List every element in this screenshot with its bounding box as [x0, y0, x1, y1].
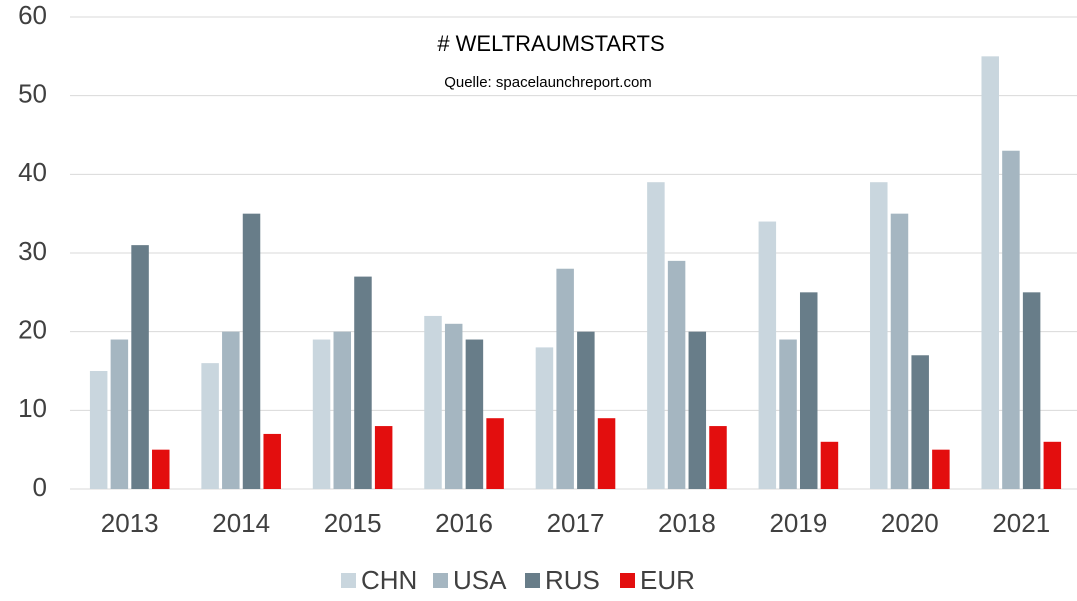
y-tick-label: 60 — [18, 0, 47, 30]
chart-subtitle: Quelle: spacelaunchreport.com — [444, 74, 652, 91]
bar — [577, 331, 595, 489]
y-tick-label: 10 — [18, 393, 47, 423]
legend-swatch — [620, 573, 635, 588]
legend-label: CHN — [361, 565, 417, 595]
legend-swatch — [433, 573, 448, 588]
bar — [799, 292, 818, 489]
legend-swatch — [341, 573, 356, 588]
bar — [932, 449, 950, 489]
bar — [688, 331, 707, 489]
x-tick-label: 2014 — [212, 508, 270, 538]
bar — [667, 260, 686, 489]
x-tick-label: 2019 — [769, 508, 827, 538]
legend-swatch — [525, 573, 540, 588]
y-tick-label: 20 — [18, 315, 47, 345]
x-tick-label: 2013 — [101, 508, 159, 538]
legend-label: RUS — [545, 565, 600, 595]
bar — [131, 245, 149, 489]
bar — [242, 213, 261, 489]
x-tick-label: 2020 — [881, 508, 939, 538]
bar — [647, 182, 665, 489]
y-tick-label: 0 — [33, 472, 47, 502]
bar — [870, 182, 888, 489]
bar — [1022, 292, 1041, 489]
y-tick-label: 40 — [18, 157, 47, 187]
bar — [1043, 441, 1062, 489]
bar — [444, 323, 463, 489]
y-tick-label: 30 — [18, 236, 47, 266]
bar — [201, 363, 219, 489]
x-tick-label: 2021 — [992, 508, 1050, 538]
bar — [263, 433, 281, 489]
x-tick-label: 2016 — [435, 508, 493, 538]
bar — [758, 221, 777, 490]
bar — [312, 339, 331, 489]
bar — [424, 315, 442, 489]
bar — [556, 268, 574, 489]
bar — [354, 276, 372, 489]
bar — [981, 56, 999, 489]
bar — [110, 339, 129, 489]
bar — [709, 426, 727, 489]
bar — [486, 418, 504, 489]
bar — [779, 339, 797, 489]
bar — [152, 449, 170, 489]
legend-label: USA — [453, 565, 507, 595]
x-tick-label: 2017 — [547, 508, 605, 538]
chart-title: # WELTRAUMSTARTS — [437, 31, 664, 56]
bar — [890, 213, 909, 489]
bar — [89, 371, 108, 489]
bar — [535, 347, 554, 489]
bar — [374, 426, 393, 489]
bar — [222, 331, 240, 489]
bar — [333, 331, 352, 489]
bar — [911, 355, 929, 489]
x-tick-label: 2015 — [324, 508, 382, 538]
y-tick-label: 50 — [18, 79, 47, 109]
bar — [597, 418, 616, 489]
bar — [820, 441, 839, 489]
x-tick-label: 2018 — [658, 508, 716, 538]
bar — [465, 339, 484, 489]
bar — [1002, 150, 1020, 489]
legend-label: EUR — [640, 565, 695, 595]
